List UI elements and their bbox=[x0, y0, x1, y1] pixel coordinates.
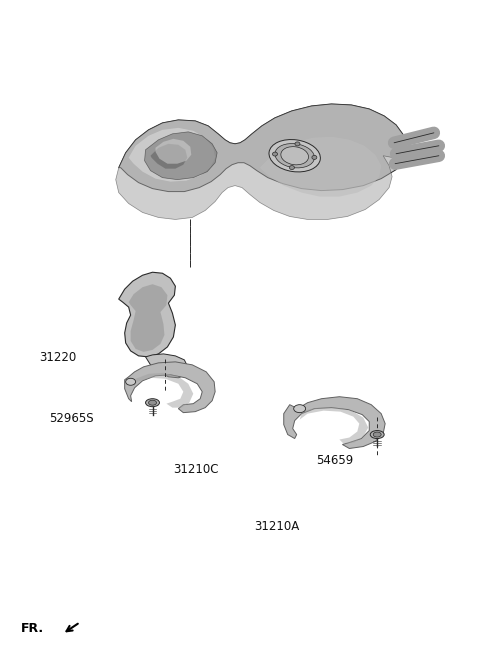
Polygon shape bbox=[151, 144, 187, 169]
Polygon shape bbox=[260, 137, 381, 196]
Text: 54659: 54659 bbox=[316, 454, 354, 467]
Polygon shape bbox=[125, 362, 215, 413]
Ellipse shape bbox=[370, 430, 384, 438]
Text: 31210C: 31210C bbox=[173, 463, 219, 476]
Polygon shape bbox=[129, 284, 168, 352]
Ellipse shape bbox=[126, 378, 136, 385]
Ellipse shape bbox=[273, 152, 277, 156]
Ellipse shape bbox=[294, 405, 306, 413]
Text: FR.: FR. bbox=[21, 622, 44, 635]
Ellipse shape bbox=[145, 399, 159, 407]
Text: 31210A: 31210A bbox=[254, 520, 300, 533]
Ellipse shape bbox=[281, 147, 309, 165]
Ellipse shape bbox=[373, 432, 381, 437]
Polygon shape bbox=[133, 373, 193, 407]
Polygon shape bbox=[119, 104, 407, 192]
Ellipse shape bbox=[289, 166, 294, 170]
Polygon shape bbox=[156, 139, 192, 164]
Polygon shape bbox=[284, 397, 385, 449]
Text: 31220: 31220 bbox=[39, 351, 77, 365]
Ellipse shape bbox=[275, 144, 314, 168]
Ellipse shape bbox=[148, 400, 156, 405]
Text: 52965S: 52965S bbox=[49, 413, 94, 425]
Polygon shape bbox=[129, 128, 215, 181]
Polygon shape bbox=[298, 407, 368, 443]
Polygon shape bbox=[144, 132, 217, 179]
Polygon shape bbox=[119, 272, 175, 357]
Ellipse shape bbox=[312, 156, 317, 160]
Polygon shape bbox=[116, 104, 407, 219]
Polygon shape bbox=[145, 354, 188, 378]
Ellipse shape bbox=[269, 139, 320, 172]
Ellipse shape bbox=[295, 142, 300, 146]
